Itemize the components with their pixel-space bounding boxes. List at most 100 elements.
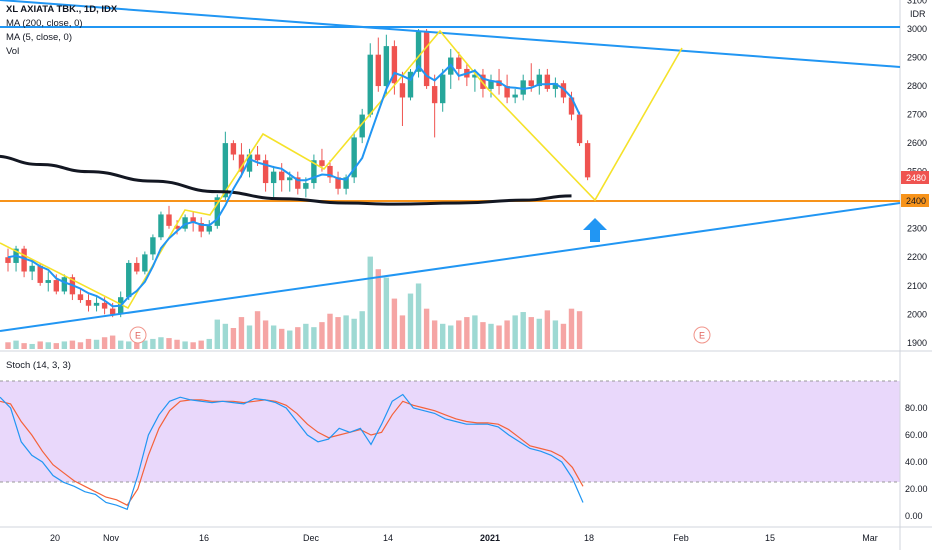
volume-bar xyxy=(544,310,551,349)
candle-body xyxy=(222,143,229,198)
earnings-marker-1[interactable]: E xyxy=(129,326,147,344)
volume-bar xyxy=(61,341,68,349)
up-arrow-icon[interactable] xyxy=(583,218,607,242)
candle xyxy=(488,74,494,98)
price-tick-label: 2800 xyxy=(907,81,927,91)
candle-body xyxy=(174,225,180,229)
volume-bar xyxy=(142,340,148,349)
candle-body xyxy=(109,308,116,315)
price-tick-label: 2900 xyxy=(907,53,927,63)
candle xyxy=(512,88,518,104)
volume-bar xyxy=(230,328,237,349)
candle-body xyxy=(198,223,204,232)
ma200-legend[interactable]: MA (200, close, 0) xyxy=(6,18,83,29)
candle-body xyxy=(206,225,212,232)
candle xyxy=(5,248,11,272)
volume-bar xyxy=(198,340,204,349)
candle-body xyxy=(238,154,245,172)
candle xyxy=(150,234,156,261)
earnings-marker-2[interactable]: E xyxy=(693,326,711,344)
volume-bar xyxy=(343,315,349,349)
vol-legend[interactable]: Vol xyxy=(6,46,20,57)
volume-bar xyxy=(118,340,124,349)
volume-bar xyxy=(407,293,414,349)
stoch-d-line xyxy=(0,399,584,506)
price-tick-label: 3100 xyxy=(907,0,927,5)
volume-bar xyxy=(21,343,27,349)
candle-body xyxy=(303,183,309,189)
time-tick-label: Mar xyxy=(862,533,878,543)
candle-body xyxy=(359,114,365,138)
candle xyxy=(45,271,51,292)
price-tick-label: 3000 xyxy=(907,24,927,34)
time-axis[interactable]: 20 Nov 16 Dec 14 2021 18 Feb 15 Mar xyxy=(50,533,878,543)
volume-bar xyxy=(504,320,510,349)
pattern-path[interactable] xyxy=(0,29,683,310)
volume-bar xyxy=(5,342,11,349)
volume-bar xyxy=(93,339,100,349)
candle-body xyxy=(536,74,542,87)
time-tick-label: 14 xyxy=(383,533,393,543)
candle-body xyxy=(456,57,462,69)
candle-body xyxy=(335,177,341,189)
candle-body xyxy=(407,71,414,98)
volume-bar xyxy=(246,325,253,349)
candle-body xyxy=(528,80,534,87)
candle xyxy=(142,251,148,275)
volume-bar xyxy=(335,317,341,349)
candle xyxy=(576,111,583,146)
candle xyxy=(182,214,188,232)
earnings-marker-label: E xyxy=(699,331,705,341)
candle xyxy=(343,174,349,195)
volume-bar xyxy=(85,338,92,349)
volume-bar xyxy=(262,320,269,349)
volume-bar xyxy=(319,322,325,349)
volume-bar xyxy=(367,256,373,349)
candle-body xyxy=(182,217,188,229)
time-tick-label: Dec xyxy=(303,533,320,543)
volume-bar xyxy=(109,335,116,349)
candle-body xyxy=(214,197,220,226)
price-tick-label: 2700 xyxy=(907,110,927,120)
candle-body xyxy=(415,31,422,72)
stoch-tick-label: 20.00 xyxy=(905,484,928,494)
lower-trendline[interactable] xyxy=(0,202,901,332)
candle-body xyxy=(279,171,285,181)
stoch-legend[interactable]: Stoch (14, 3, 3) xyxy=(6,360,71,371)
candle xyxy=(351,131,357,184)
candle-body xyxy=(576,114,583,144)
candle-body xyxy=(488,80,494,89)
stoch-tick-label: 0.00 xyxy=(905,511,923,521)
stoch-k-line xyxy=(0,393,584,511)
price-tick-label: 2100 xyxy=(907,281,927,291)
volume-bar xyxy=(464,317,470,349)
ma5-legend[interactable]: MA (5, close, 0) xyxy=(6,32,72,43)
volume-bar xyxy=(190,342,196,349)
candle-body xyxy=(512,94,518,98)
candle-body xyxy=(126,262,132,298)
ma5-line xyxy=(7,63,581,308)
candle xyxy=(230,140,237,161)
candle xyxy=(126,260,132,301)
candle xyxy=(21,245,27,278)
volume-bar xyxy=(560,323,567,349)
candle xyxy=(423,29,430,89)
volume-bar xyxy=(166,338,172,349)
volume-bar xyxy=(415,283,422,349)
candle xyxy=(29,260,35,281)
volume-bar xyxy=(512,315,518,349)
upper-trendline[interactable] xyxy=(0,0,901,68)
candle xyxy=(93,297,100,312)
volume-bars xyxy=(5,256,583,349)
candle xyxy=(262,154,269,192)
candle-body xyxy=(472,74,478,78)
candle-body xyxy=(568,97,575,115)
candle-body xyxy=(53,280,59,292)
legend: XL AXIATA TBK., 1D, IDX MA (200, close, … xyxy=(6,3,117,59)
stoch-axis[interactable]: 80.00 60.00 40.00 20.00 0.00 xyxy=(905,403,928,521)
candle-body xyxy=(29,265,35,272)
symbol-title[interactable]: XL AXIATA TBK., 1D, IDX xyxy=(6,4,118,15)
volume-bar xyxy=(440,323,446,349)
time-tick-label: 2021 xyxy=(480,533,500,543)
